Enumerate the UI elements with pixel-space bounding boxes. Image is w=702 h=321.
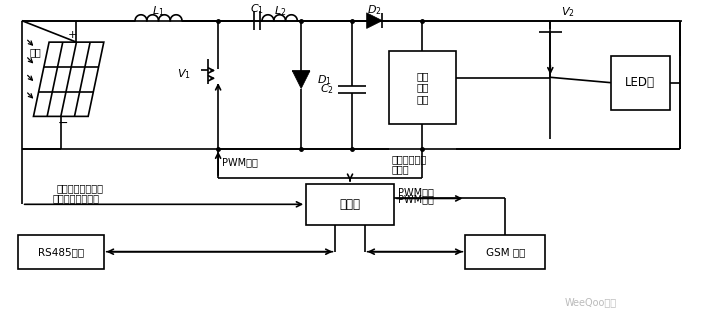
Text: −: −: [58, 117, 68, 130]
Bar: [611, 56, 670, 109]
Bar: [389, 51, 456, 124]
Text: PWM输出: PWM输出: [398, 195, 434, 204]
Text: 电池: 电池: [416, 94, 429, 104]
Text: 太阳能板电压采样: 太阳能板电压采样: [53, 194, 100, 204]
Text: 太阳能板电压采样: 太阳能板电压采样: [57, 183, 104, 193]
Text: $L_1$: $L_1$: [152, 4, 165, 18]
Bar: [306, 184, 394, 225]
Text: +: +: [68, 30, 77, 40]
Text: 能蓄: 能蓄: [416, 82, 429, 92]
Text: 太阳: 太阳: [416, 71, 429, 81]
Text: PWM输出: PWM输出: [398, 187, 434, 198]
Polygon shape: [292, 71, 310, 89]
Text: $L_2$: $L_2$: [274, 4, 286, 18]
Bar: [18, 235, 104, 269]
Text: $C_1$: $C_1$: [250, 2, 264, 16]
Text: $D_2$: $D_2$: [367, 3, 382, 17]
Text: LED灯: LED灯: [625, 76, 655, 89]
Text: $D_1$: $D_1$: [317, 73, 331, 87]
Text: WeeQoo维库: WeeQoo维库: [565, 297, 617, 307]
Text: PWM输出: PWM输出: [222, 157, 258, 167]
Bar: [465, 235, 545, 269]
Text: 单片机: 单片机: [340, 198, 361, 211]
Text: 阳光: 阳光: [29, 47, 41, 57]
Text: GSM 模块: GSM 模块: [486, 247, 525, 257]
Text: 电池电压、温: 电池电压、温: [391, 154, 426, 164]
Text: RS485接口: RS485接口: [38, 247, 84, 257]
Text: 度采样: 度采样: [391, 164, 409, 174]
Text: $V_2$: $V_2$: [561, 5, 575, 19]
Polygon shape: [366, 13, 383, 29]
Text: $V_1$: $V_1$: [177, 67, 191, 81]
Text: $C_2$: $C_2$: [321, 82, 334, 96]
